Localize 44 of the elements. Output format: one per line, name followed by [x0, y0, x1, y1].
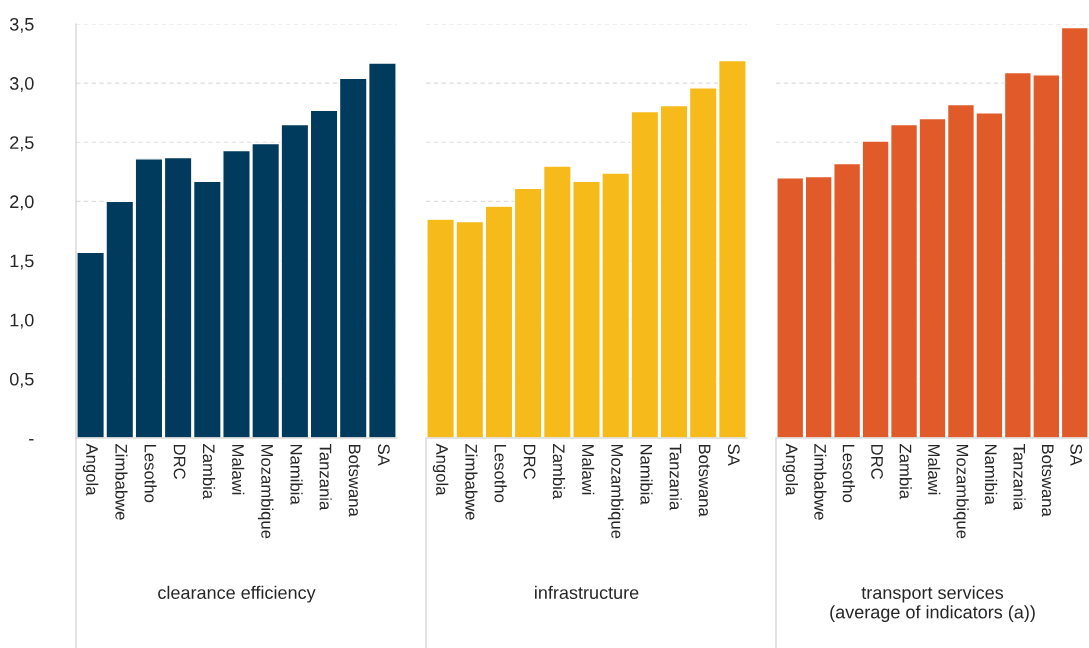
x-tick-label: Zambia: [202, 444, 216, 500]
x-tick-label: Namibia: [640, 444, 653, 505]
x-tick-label: Namibia: [290, 444, 303, 505]
y-tick-label: 2,5: [10, 136, 34, 152]
x-axis-title: infrastructure: [535, 585, 639, 600]
x-axis-title: clearance efficiency: [158, 585, 316, 603]
x-tick-label: Angola: [432, 443, 449, 496]
x-tick-label: Malawi: [582, 444, 595, 495]
x-tick-label: Mozambique: [953, 444, 969, 539]
x-tick-label: Zimbabwe: [814, 444, 827, 520]
x-tick-label: Botswana: [1041, 444, 1054, 517]
y-tick-label: 3,5: [9, 17, 34, 33]
x-tick-label: Tanzania: [669, 443, 682, 511]
y-tick-label: -: [29, 439, 34, 441]
x-tick-label: Tanzania: [319, 443, 332, 511]
x-tick-label: Zambia: [899, 444, 912, 500]
x-tick-label: Malawi: [928, 444, 941, 495]
y-tick-label: 0,5: [9, 372, 34, 388]
x-tick-label: Tanzania: [1013, 443, 1026, 511]
x-tick-label: Lesotho: [494, 444, 507, 503]
y-tick-label: 2,0: [10, 195, 34, 211]
x-tick-label: DRC: [173, 444, 186, 480]
x-tick-label: Botswana: [348, 444, 361, 517]
x-tick-label: SA: [377, 444, 390, 466]
y-tick-label: 1,5: [10, 254, 34, 270]
x-tick-label: DRC: [871, 444, 883, 480]
x-axis-title: transport services (average of indicators (a)): [830, 585, 1035, 623]
x-tick-label: Angola: [82, 443, 99, 496]
x-tick-label: Zimbabwe: [115, 444, 128, 520]
x-tick-label: DRC: [523, 444, 536, 480]
x-tick-label: SA: [727, 444, 740, 466]
x-tick-label: Lesotho: [842, 444, 855, 503]
x-tick-label: Angola: [782, 443, 798, 496]
x-tick-label: Botswana: [698, 444, 711, 517]
y-tick-label: 1,0: [10, 313, 34, 329]
x-tick-label: Mozambique: [257, 444, 274, 539]
x-tick-label: Malawi: [232, 444, 245, 495]
x-tick-label: Lesotho: [144, 444, 157, 503]
x-tick-label: Mozambique: [607, 444, 624, 539]
x-tick-label: Zambia: [552, 444, 566, 500]
y-tick-label: 3,0: [9, 77, 34, 92]
x-tick-label: Namibia: [984, 444, 998, 505]
x-tick-label: SA: [1070, 444, 1083, 466]
x-tick-label: Zimbabwe: [465, 444, 478, 520]
